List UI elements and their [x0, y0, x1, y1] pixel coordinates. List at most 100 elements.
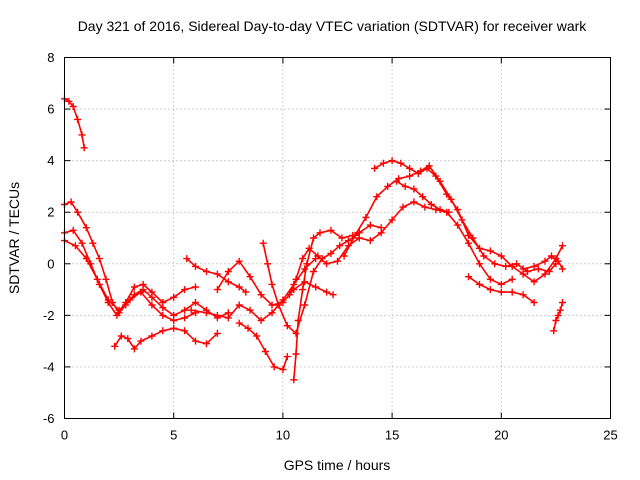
data-point	[465, 239, 472, 247]
data-point	[323, 288, 331, 296]
data-point	[126, 296, 134, 304]
data-point	[235, 319, 243, 327]
data-point	[242, 288, 250, 296]
data-point	[130, 345, 138, 353]
data-point	[556, 306, 564, 314]
data-point	[78, 239, 86, 247]
data-point	[480, 252, 488, 260]
data-point	[268, 309, 276, 317]
data-point	[530, 299, 538, 306]
data-point	[104, 296, 112, 304]
data-point	[534, 265, 542, 273]
data-point	[445, 208, 453, 216]
data-point	[235, 301, 243, 309]
data-point	[427, 201, 435, 208]
data-point	[414, 170, 422, 177]
data-point	[286, 291, 293, 299]
data-point	[257, 317, 265, 324]
data-point	[181, 327, 189, 335]
data-point	[329, 291, 337, 299]
data-point	[465, 231, 472, 239]
data-point	[379, 159, 387, 167]
data-point	[181, 306, 189, 314]
data-point	[465, 273, 472, 281]
series-trace	[293, 229, 354, 381]
data-point	[259, 239, 267, 247]
data-point	[82, 255, 90, 263]
x-tick-label: 10	[276, 428, 290, 443]
data-point	[244, 324, 252, 332]
data-point	[550, 327, 558, 335]
data-point	[95, 255, 103, 263]
y-tick-label: 2	[47, 205, 54, 220]
data-point	[261, 348, 269, 355]
data-point	[432, 172, 440, 180]
data-point	[137, 337, 145, 345]
data-point	[213, 311, 221, 319]
data-point	[82, 224, 90, 232]
y-tick-label: -6	[43, 411, 55, 426]
data-point	[373, 193, 381, 201]
data-point	[371, 164, 379, 172]
data-point	[268, 301, 276, 309]
data-point	[89, 239, 97, 247]
data-point	[115, 306, 123, 314]
data-point	[552, 317, 560, 324]
data-point	[246, 306, 254, 314]
series-arc-17	[519, 252, 566, 273]
data-point	[486, 286, 494, 294]
data-point	[338, 234, 346, 242]
chart-title: Day 321 of 2016, Sidereal Day-to-day VTE…	[78, 18, 588, 34]
data-point	[497, 252, 505, 260]
data-point	[388, 216, 396, 224]
data-point	[139, 280, 147, 288]
data-point	[159, 311, 167, 319]
data-point	[340, 252, 348, 260]
data-point	[436, 206, 444, 214]
data-point	[559, 242, 566, 250]
data-point	[377, 229, 385, 237]
data-point	[246, 273, 254, 281]
data-point	[410, 198, 418, 206]
data-point	[224, 278, 232, 286]
data-point	[203, 340, 210, 348]
y-axis-label: SDTVAR / TECUs	[6, 182, 22, 294]
data-point	[213, 329, 221, 337]
data-point	[224, 268, 232, 275]
data-point	[148, 288, 156, 296]
data-point	[224, 314, 232, 322]
data-point	[406, 164, 414, 172]
x-tick-label: 15	[385, 428, 399, 443]
data-point	[137, 288, 145, 296]
y-tick-label: 8	[47, 50, 54, 65]
series-arc-5	[111, 324, 221, 353]
data-point	[530, 262, 538, 270]
y-tick-label: -2	[43, 308, 55, 323]
data-point	[541, 270, 549, 278]
data-point	[524, 268, 531, 275]
series-trace	[238, 322, 289, 371]
data-point	[203, 309, 210, 317]
data-point	[554, 311, 562, 319]
data-point	[292, 329, 300, 337]
data-point	[111, 342, 119, 350]
data-point	[327, 250, 335, 257]
data-point	[314, 252, 322, 260]
data-point	[102, 275, 110, 283]
data-point	[253, 332, 261, 340]
data-point	[279, 299, 287, 306]
data-point	[454, 206, 462, 214]
data-point	[303, 260, 311, 268]
series-arc-13	[340, 162, 560, 275]
data-point	[299, 255, 307, 263]
x-tick-label: 5	[170, 428, 177, 443]
axis-ticks: 0 5 10 15 20 25 -6 -4 -2 0 2 4 6 8	[43, 50, 618, 443]
series-arc-11	[290, 226, 357, 384]
data-point	[235, 257, 243, 265]
data-point	[159, 327, 167, 335]
data-point	[508, 288, 516, 296]
series-arc-14	[371, 157, 566, 286]
data-point	[384, 182, 392, 190]
data-point	[270, 363, 278, 371]
data-point	[257, 291, 265, 299]
